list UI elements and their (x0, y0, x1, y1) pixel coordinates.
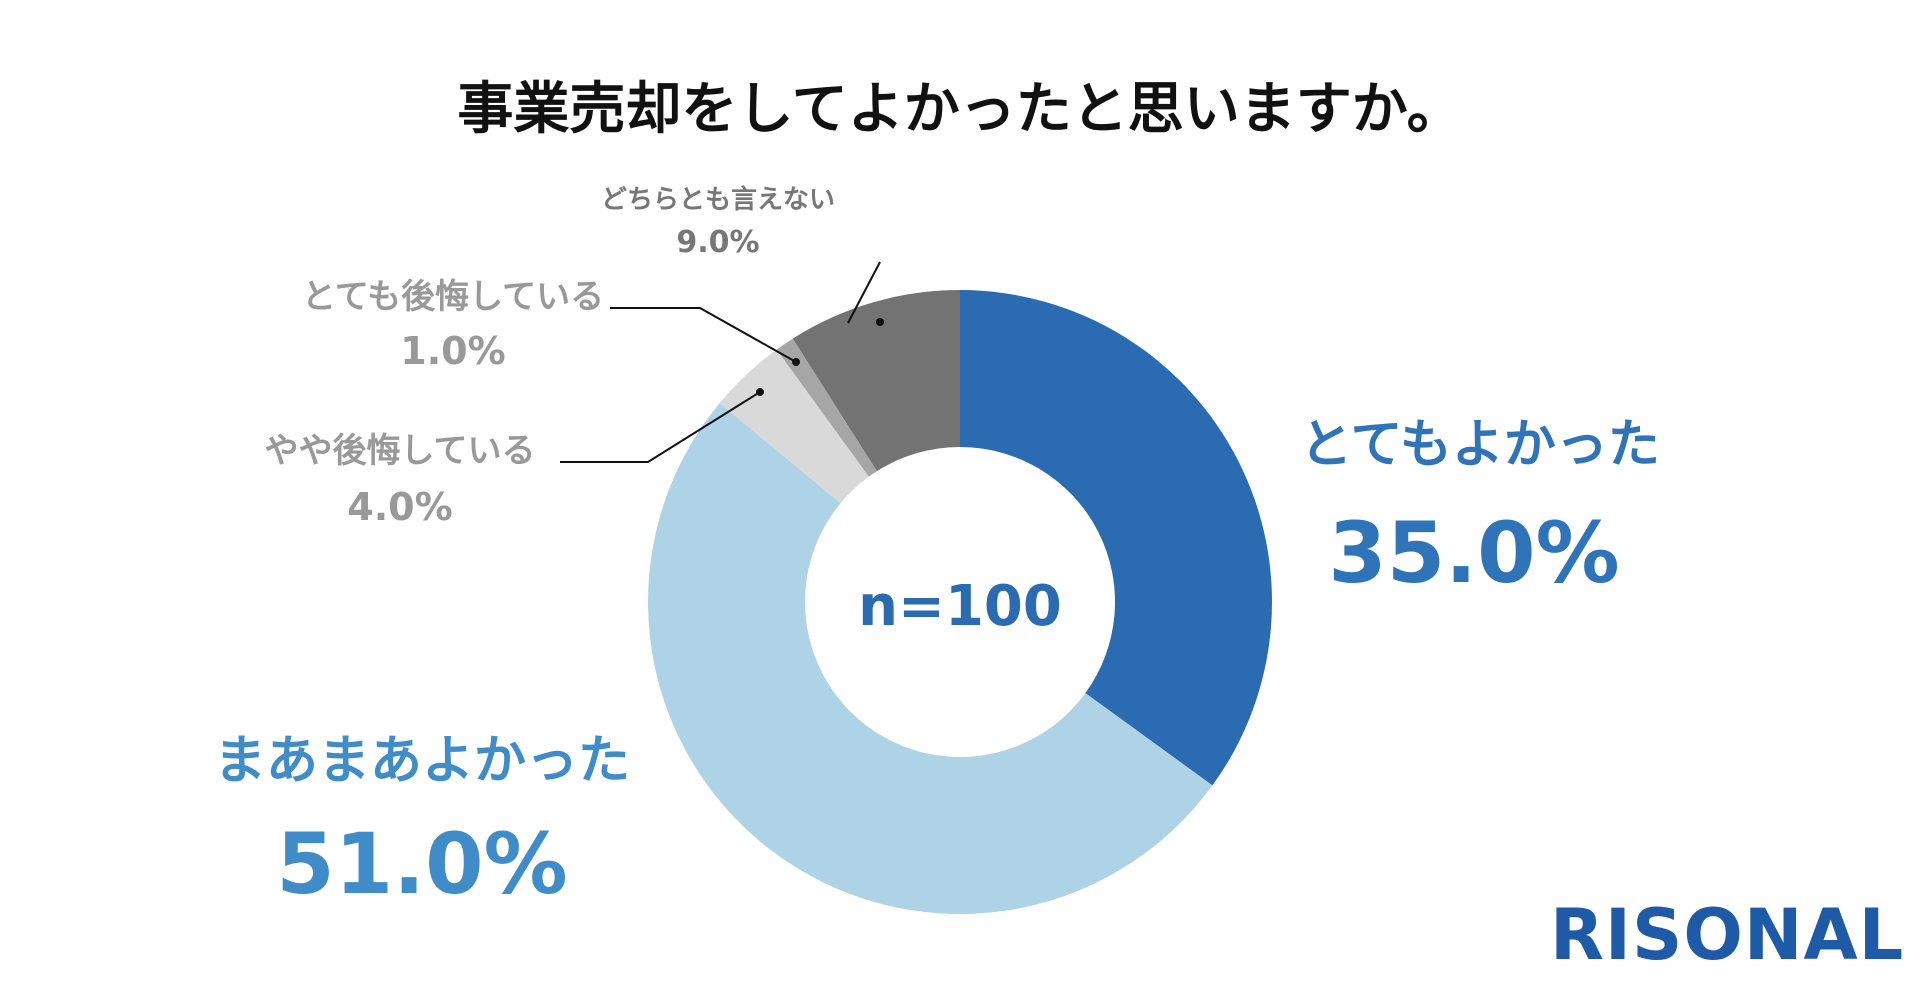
donut-slice-1 (648, 403, 1213, 914)
donut-slices (648, 290, 1273, 914)
leader-dot-slice-3 (792, 358, 800, 366)
slice-value-0: 35.0% (1328, 504, 1619, 602)
leader-line-slice-4 (847, 261, 881, 324)
leader-line-slice-3 (610, 307, 797, 363)
slice-label-0: とてもよかった (1300, 415, 1660, 475)
slice-label-2: やや後悔している (265, 431, 536, 471)
slice-value-1: 51.0% (276, 815, 567, 913)
chart-title: 事業売却をしてよかったと思いますか。 (457, 77, 1462, 142)
donut-slice-2 (719, 349, 869, 504)
leader-dot-slice-2 (756, 388, 764, 396)
donut-slice-0 (960, 290, 1273, 786)
slice-label-3: とても後悔している (302, 277, 604, 317)
leader-dot-slice-4 (876, 318, 884, 326)
slice-value-3: 1.0% (400, 329, 505, 373)
slice-label-1: まあまあよかった (214, 731, 630, 791)
risonal-logo: RISONAL (1550, 894, 1905, 976)
slice-value-4: 9.0% (676, 225, 759, 260)
leader-lines (560, 261, 884, 463)
donut-slice-4 (792, 290, 960, 472)
leader-line-slice-2 (560, 391, 761, 463)
slice-label-4: どちらとも言えない (601, 185, 835, 215)
donut-slice-3 (776, 338, 877, 477)
slice-value-2: 4.0% (347, 485, 452, 529)
slice-labels: とてもよかった 35.0% まあまあよかった 51.0% やや後悔している 4.… (214, 185, 1660, 913)
center-sample-size: n=100 (858, 574, 1062, 639)
